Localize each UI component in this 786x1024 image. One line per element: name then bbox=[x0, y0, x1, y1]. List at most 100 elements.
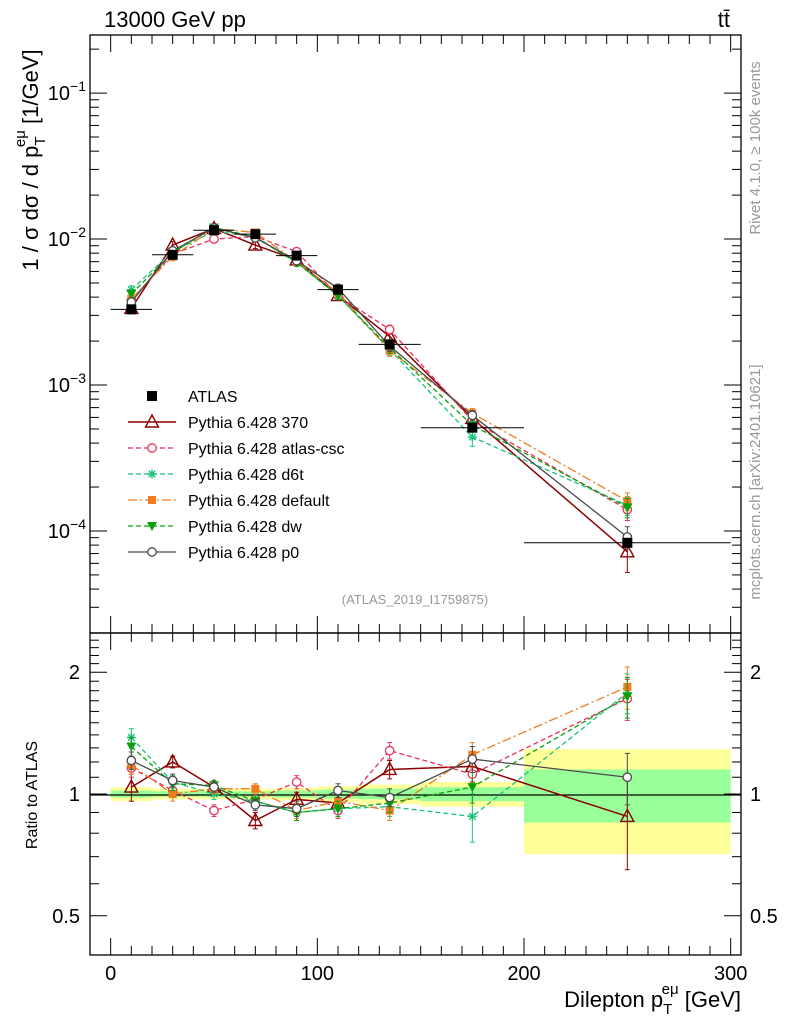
ratio-point-p0 bbox=[384, 792, 395, 803]
ratio-panel: 0.5 0.5 1 1 2 2 0 100 200 300 Ratio to ATLAS Dile… bbox=[24, 632, 778, 1018]
main-y-tick-label: 10−4 bbox=[48, 516, 86, 543]
main-frame bbox=[89, 34, 742, 634]
legend-item-default: Pythia 6.428 default bbox=[128, 493, 330, 510]
x-tick-label: 0 bbox=[105, 963, 116, 985]
ratio-series-p0 bbox=[126, 746, 633, 817]
ratio-axis-ticks: 0.5 0.5 1 1 2 2 0 100 200 300 bbox=[52, 632, 778, 985]
ratio-plot-area bbox=[123, 666, 636, 871]
ratio-point-dw bbox=[126, 742, 137, 752]
main-point-p370 bbox=[619, 543, 636, 558]
legend-marker-p370 bbox=[144, 413, 160, 428]
main-plot-area bbox=[110, 220, 731, 573]
legend-marker-atlas bbox=[147, 391, 157, 401]
main-point-atlas_csc bbox=[384, 324, 395, 335]
main-y-tick-label: 10−3 bbox=[48, 370, 86, 397]
main-y-tick-label: 10−1 bbox=[48, 78, 86, 105]
legend-item-d6t: Pythia 6.428 d6t bbox=[128, 467, 304, 484]
ratio-point-atlas_csc bbox=[384, 745, 395, 756]
energy-label: 13000 GeV pp bbox=[104, 7, 246, 32]
main-data-point bbox=[384, 339, 395, 350]
ratio-y-axis-label: Ratio to ATLAS bbox=[24, 741, 41, 849]
main-data-point bbox=[291, 250, 302, 261]
ratio-point-atlas_csc bbox=[291, 777, 302, 787]
ratio-point-p0 bbox=[209, 782, 219, 792]
legend-item-atlas_csc: Pythia 6.428 atlas-csc bbox=[128, 441, 345, 458]
ratio-y-tick-label-left: 1 bbox=[69, 784, 80, 806]
ratio-point-p0 bbox=[467, 754, 478, 764]
main-data-point bbox=[167, 249, 178, 260]
main-point-atlas_csc bbox=[209, 234, 219, 244]
analysis-label: (ATLAS_2019_I1759875) bbox=[342, 592, 488, 607]
legend-label-d6t: Pythia 6.428 d6t bbox=[188, 467, 304, 484]
main-data-point bbox=[333, 284, 343, 295]
ratio-point-atlas_csc bbox=[209, 805, 219, 816]
legend-marker-default bbox=[148, 496, 156, 504]
main-point-dw bbox=[126, 290, 137, 300]
legend-label-data: ATLAS bbox=[188, 389, 238, 406]
legend-item-p0: Pythia 6.428 p0 bbox=[128, 545, 299, 562]
ratio-point-default bbox=[168, 790, 177, 798]
ratio-point-dw bbox=[622, 692, 633, 702]
ratio-y-tick-label-right: 0.5 bbox=[750, 906, 778, 928]
legend-label-atlas_csc: Pythia 6.428 atlas-csc bbox=[188, 441, 345, 458]
legend: ATLAS Pythia 6.428 370 Pythia 6.428 atlas-… bbox=[128, 389, 345, 562]
legend-item-data: ATLAS bbox=[147, 389, 238, 406]
legend-item-p370: Pythia 6.428 370 bbox=[128, 413, 308, 432]
ratio-point-p370 bbox=[381, 760, 398, 776]
ratio-point-p0 bbox=[126, 755, 137, 766]
ratio-y-tick-label-right: 1 bbox=[750, 784, 761, 806]
ratio-y-tick-label-left: 2 bbox=[69, 662, 80, 684]
main-y-axis-label: 1 / σ dσ / d pTeμ [1/GeV] bbox=[12, 49, 49, 270]
source-label: mcplots.cern.ch [arXiv:2401.10621] bbox=[747, 364, 764, 599]
main-point-p0 bbox=[467, 410, 478, 421]
ratio-line-default bbox=[130, 686, 628, 812]
main-data-point bbox=[209, 225, 219, 236]
ratio-point-d6t bbox=[467, 811, 477, 821]
ratio-point-p0 bbox=[250, 800, 261, 810]
x-tick-label: 100 bbox=[301, 963, 334, 985]
main-panel: 10−1 10−2 10−3 10−4 (ATLAS_2019_I1759875) 1… bbox=[12, 34, 742, 634]
ratio-point-p0 bbox=[622, 772, 633, 783]
main-y-tick-label: 10−2 bbox=[48, 224, 86, 251]
ratio-y-tick-label-left: 0.5 bbox=[52, 906, 80, 928]
main-data-point bbox=[467, 422, 478, 433]
main-series-atlas-data bbox=[110, 225, 731, 548]
ratio-point-p0 bbox=[167, 775, 178, 786]
main-line-d6t bbox=[130, 230, 628, 506]
ratio-point-dw bbox=[333, 804, 343, 814]
main-point-p370 bbox=[247, 236, 264, 251]
main-data-point bbox=[126, 304, 137, 315]
process-label: tt̄ bbox=[718, 7, 730, 32]
main-data-point bbox=[622, 537, 633, 548]
ratio-point-dw bbox=[467, 783, 478, 793]
main-data-point bbox=[250, 229, 261, 240]
ratio-point-p370 bbox=[247, 812, 264, 827]
ratio-point-p0 bbox=[291, 803, 302, 814]
ratio-point-default bbox=[251, 784, 260, 793]
x-axis-label: Dilepton pTeμ [GeV] bbox=[564, 981, 741, 1018]
x-tick-label: 200 bbox=[507, 963, 540, 985]
legend-label-p370: Pythia 6.428 370 bbox=[188, 415, 308, 432]
legend-label-dw: Pythia 6.428 dw bbox=[188, 519, 302, 536]
ratio-point-p370 bbox=[619, 807, 636, 823]
legend-label-default: Pythia 6.428 default bbox=[188, 493, 330, 510]
main-line-atlas_csc bbox=[130, 235, 628, 511]
legend-label-p0: Pythia 6.428 p0 bbox=[188, 545, 299, 562]
legend-item-dw: Pythia 6.428 dw bbox=[128, 519, 302, 536]
legend-marker-p0 bbox=[147, 547, 157, 557]
main-line-dw bbox=[130, 226, 628, 508]
rivet-version-label: Rivet 4.1.0, ≥ 100k events bbox=[747, 61, 764, 234]
ratio-point-p370 bbox=[164, 753, 181, 768]
legend-marker-atlas_csc bbox=[147, 443, 157, 453]
main-line-default bbox=[130, 227, 628, 502]
legend-marker-dw bbox=[147, 522, 157, 531]
main-point-dw bbox=[622, 503, 633, 513]
ratio-point-p0 bbox=[333, 785, 343, 796]
legend-marker-d6t bbox=[147, 469, 157, 479]
ratio-y-tick-label-right: 2 bbox=[750, 662, 761, 684]
main-line-p0 bbox=[130, 227, 628, 538]
ratio-point-p370 bbox=[123, 778, 140, 793]
main-point-d6t bbox=[467, 432, 477, 442]
x-tick-label: 300 bbox=[714, 963, 747, 985]
